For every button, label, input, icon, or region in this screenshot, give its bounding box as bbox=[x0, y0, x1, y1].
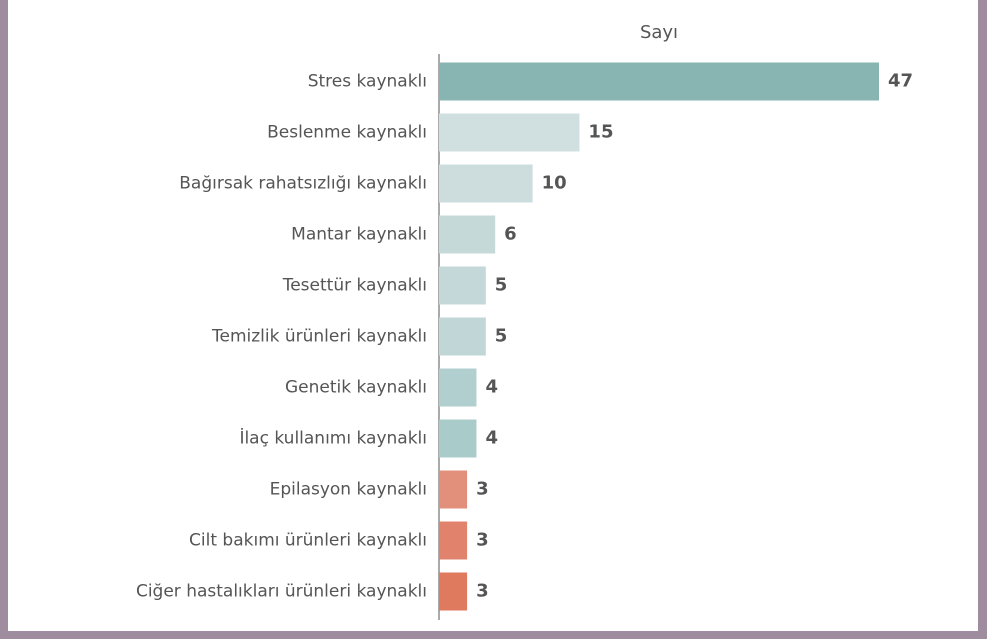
bar bbox=[439, 368, 477, 407]
bar bbox=[439, 419, 477, 458]
category-label: Ciğer hastalıkları ürünleri kaynaklı bbox=[136, 582, 427, 602]
value-label: 4 bbox=[485, 377, 498, 398]
value-label: 47 bbox=[888, 71, 913, 92]
value-label: 10 bbox=[542, 173, 567, 194]
category-label: İlaç kullanımı kaynaklı bbox=[239, 428, 427, 449]
value-label: 3 bbox=[476, 479, 489, 500]
bar bbox=[439, 470, 468, 509]
bar bbox=[439, 266, 486, 305]
bar bbox=[439, 164, 533, 203]
category-label: Epilasyon kaynaklı bbox=[270, 480, 427, 500]
category-label: Cilt bakımı ürünleri kaynaklı bbox=[189, 531, 427, 551]
category-label: Genetik kaynaklı bbox=[285, 378, 427, 398]
value-label: 3 bbox=[476, 530, 489, 551]
value-label: 3 bbox=[476, 581, 489, 602]
category-label: Beslenme kaynaklı bbox=[267, 123, 427, 143]
panel bbox=[8, 0, 978, 631]
bar bbox=[439, 521, 468, 560]
category-label: Tesettür kaynaklı bbox=[282, 276, 427, 296]
bar bbox=[439, 215, 496, 254]
value-label: 5 bbox=[495, 326, 508, 347]
category-label: Mantar kaynaklı bbox=[291, 225, 427, 245]
category-label: Temizlik ürünleri kaynaklı bbox=[211, 327, 427, 347]
value-label: 15 bbox=[588, 122, 613, 143]
bar bbox=[439, 572, 468, 611]
category-label: Bağırsak rahatsızlığı kaynaklı bbox=[179, 174, 427, 194]
category-label: Stres kaynaklı bbox=[308, 72, 427, 92]
bar bbox=[439, 113, 580, 152]
value-label: 5 bbox=[495, 275, 508, 296]
value-label: 4 bbox=[485, 428, 498, 449]
axis-title: Sayı bbox=[640, 22, 678, 43]
value-label: 6 bbox=[504, 224, 517, 245]
bar bbox=[439, 317, 486, 356]
bar bbox=[439, 62, 879, 101]
